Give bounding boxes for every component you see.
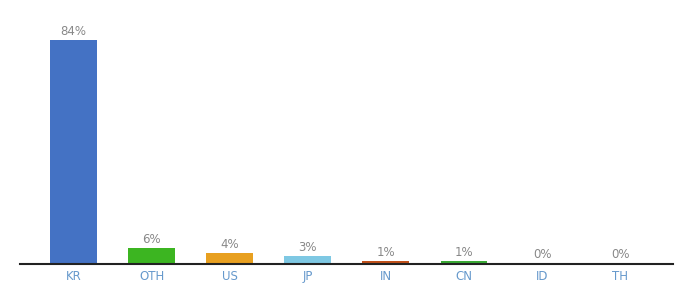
- Text: 1%: 1%: [455, 246, 473, 259]
- Text: 84%: 84%: [61, 25, 86, 38]
- Text: 1%: 1%: [377, 246, 395, 259]
- Text: 0%: 0%: [532, 248, 551, 261]
- Bar: [128, 248, 175, 264]
- Bar: [284, 256, 331, 264]
- Text: 4%: 4%: [220, 238, 239, 251]
- Bar: [50, 40, 97, 264]
- Text: 0%: 0%: [611, 248, 630, 261]
- Bar: [206, 253, 253, 264]
- Bar: [362, 261, 409, 264]
- Text: 3%: 3%: [299, 241, 317, 254]
- Bar: [441, 261, 488, 264]
- Text: 6%: 6%: [142, 233, 161, 246]
